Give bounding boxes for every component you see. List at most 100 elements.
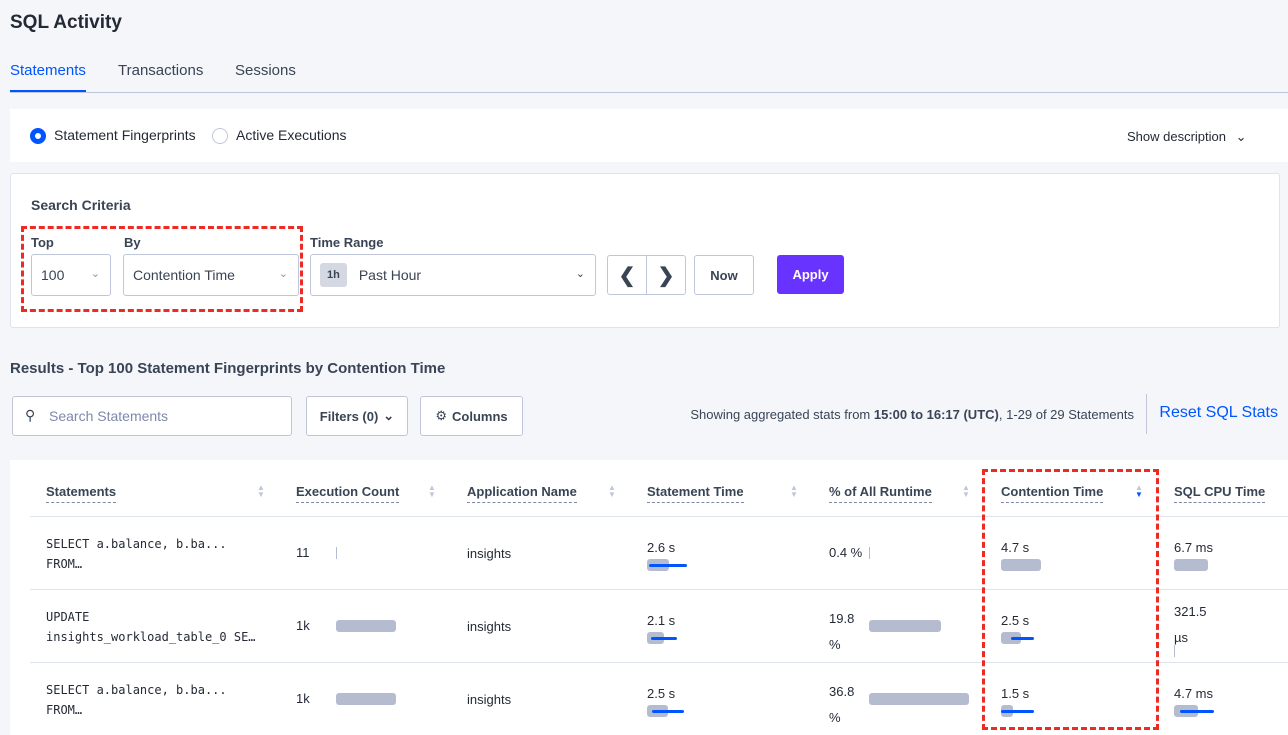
sort-icon[interactable]: ▲ ▼ <box>428 483 436 499</box>
tab-sessions[interactable]: Sessions <box>235 62 296 79</box>
statement-cell[interactable]: UPDATE insights_workload_table_0 SE… <box>46 607 256 647</box>
bar <box>1174 645 1175 657</box>
chevron-down-icon: ⌄ <box>90 268 100 280</box>
header-contention-time[interactable]: Contention Time <box>1001 484 1104 503</box>
tab-statements[interactable]: Statements <box>10 62 86 92</box>
divider <box>30 516 1288 517</box>
time-range-label: Time Range <box>310 235 384 250</box>
highlight-box <box>982 469 1159 730</box>
header-statements[interactable]: Statements <box>46 484 117 503</box>
columns-label: Columns <box>452 408 508 424</box>
statement-line: UPDATE <box>46 610 90 624</box>
results-title: Results - Top 100 Statement Fingerprints… <box>10 360 446 377</box>
top-value: 100 <box>41 267 65 283</box>
filters-label: Filters (0) <box>319 408 379 424</box>
sort-icon[interactable]: ▲ ▼ <box>608 483 616 499</box>
highlight-box <box>21 226 303 312</box>
top-select[interactable]: 100 ⌄ <box>31 254 111 296</box>
bar <box>336 620 396 632</box>
header-execution-count[interactable]: Execution Count <box>296 484 400 503</box>
header-application-name[interactable]: Application Name <box>467 484 577 503</box>
bar-stddev <box>652 710 684 713</box>
sort-desc-icon[interactable]: ▲ ▼ <box>1135 483 1143 499</box>
time-value: Past Hour <box>358 267 422 283</box>
statement-line: SELECT a.balance, b.ba... <box>46 683 227 697</box>
statement-cell[interactable]: SELECT a.balance, b.ba... FROM… <box>46 680 227 720</box>
app-name: insights <box>467 692 512 707</box>
by-label: By <box>124 235 141 250</box>
bar-stddev <box>1001 710 1034 713</box>
chevron-down-icon: ⌄ <box>1235 129 1247 144</box>
sort-icon[interactable]: ▲ ▼ <box>257 483 265 499</box>
bar <box>869 620 941 632</box>
chevron-down-icon: ⌄ <box>575 268 585 280</box>
bar <box>336 547 337 559</box>
sort-icon[interactable]: ▲ ▼ <box>962 483 970 499</box>
bar <box>869 547 870 559</box>
statement-line: insights_workload_table_0 SE… <box>46 630 256 644</box>
bar-stddev <box>1180 710 1214 713</box>
statement-line: FROM… <box>46 703 83 717</box>
runtime-percent: 36.8 % <box>829 684 855 725</box>
view-selector: Statement Fingerprints Active Executions… <box>10 109 1288 162</box>
search-placeholder: Search Statements <box>49 408 169 424</box>
contention-time: 1.5 s <box>1001 686 1030 701</box>
search-criteria-panel: Search Criteria Top By Time Range 100 ⌄ C… <box>10 173 1280 328</box>
cpu-time: 6.7 ms <box>1174 540 1214 555</box>
bar <box>336 693 396 705</box>
now-button[interactable]: Now <box>694 255 754 295</box>
statements-table: Statements ▲ ▼ Execution Count ▲ ▼ Applica… <box>10 460 1288 735</box>
statement-line: FROM… <box>46 557 83 571</box>
bar-stddev <box>651 637 677 640</box>
previous-time-button[interactable]: ❮ <box>607 255 647 295</box>
sort-icon[interactable]: ▲ ▼ <box>790 483 798 499</box>
execution-count: 1k <box>296 618 310 633</box>
radio-active-executions[interactable] <box>212 128 228 144</box>
by-select[interactable]: Contention Time ⌄ <box>123 254 299 296</box>
time-range-select[interactable]: 1h Past Hour ⌄ <box>310 254 596 296</box>
radio-label[interactable]: Active Executions <box>236 127 347 143</box>
page-title: SQL Activity <box>10 12 122 33</box>
search-statements-input[interactable]: ⚲ Search Statements <box>12 396 292 436</box>
chevron-down-icon: ⌄ <box>278 268 288 280</box>
tab-transactions[interactable]: Transactions <box>118 62 204 79</box>
tab-bar: Statements Transactions Sessions <box>10 60 1288 93</box>
reset-sql-stats-link[interactable]: Reset SQL Stats <box>1159 404 1278 421</box>
runtime-percent: 0.4 % <box>829 545 863 560</box>
divider <box>1146 394 1147 434</box>
app-name: insights <box>467 619 512 634</box>
divider <box>30 662 1288 663</box>
bar <box>1001 559 1041 571</box>
chevron-left-icon: ❮ <box>618 264 636 287</box>
stats-info: Showing aggregated stats from 15:00 to 1… <box>690 407 1134 422</box>
bar-stddev <box>649 564 687 567</box>
bar <box>869 693 969 705</box>
contention-time: 4.7 s <box>1001 540 1030 555</box>
radio-label[interactable]: Statement Fingerprints <box>54 127 196 143</box>
chevron-right-icon: ❯ <box>657 264 675 287</box>
columns-button[interactable]: ⚙ Columns <box>420 396 523 436</box>
filters-button[interactable]: Filters (0) ⌄ <box>306 396 408 436</box>
execution-count: 11 <box>296 545 310 560</box>
header-runtime-percent[interactable]: % of All Runtime <box>829 484 932 503</box>
show-description-label: Show description <box>1127 129 1226 144</box>
bar <box>1174 559 1208 571</box>
info-count: , 1-29 of 29 Statements <box>998 407 1134 422</box>
chevron-down-icon: ⌄ <box>383 408 395 423</box>
statement-time: 2.6 s <box>647 540 676 555</box>
info-time: 15:00 to 16:17 (UTC) <box>873 407 999 422</box>
apply-button[interactable]: Apply <box>777 255 844 294</box>
radio-statement-fingerprints[interactable] <box>30 128 46 144</box>
time-badge: 1h <box>320 263 347 287</box>
show-description-button[interactable]: Show description ⌄ <box>1127 129 1247 145</box>
top-label: Top <box>31 235 54 250</box>
search-icon: ⚲ <box>25 407 36 423</box>
header-statement-time[interactable]: Statement Time <box>647 484 744 503</box>
gear-icon: ⚙ <box>435 408 448 423</box>
statement-time: 2.1 s <box>647 613 676 628</box>
cpu-time: 4.7 ms <box>1174 686 1214 701</box>
by-value: Contention Time <box>133 267 235 283</box>
header-sql-cpu-time[interactable]: SQL CPU Time <box>1174 484 1266 503</box>
next-time-button[interactable]: ❯ <box>646 255 686 295</box>
statement-cell[interactable]: SELECT a.balance, b.ba... FROM… <box>46 534 227 574</box>
